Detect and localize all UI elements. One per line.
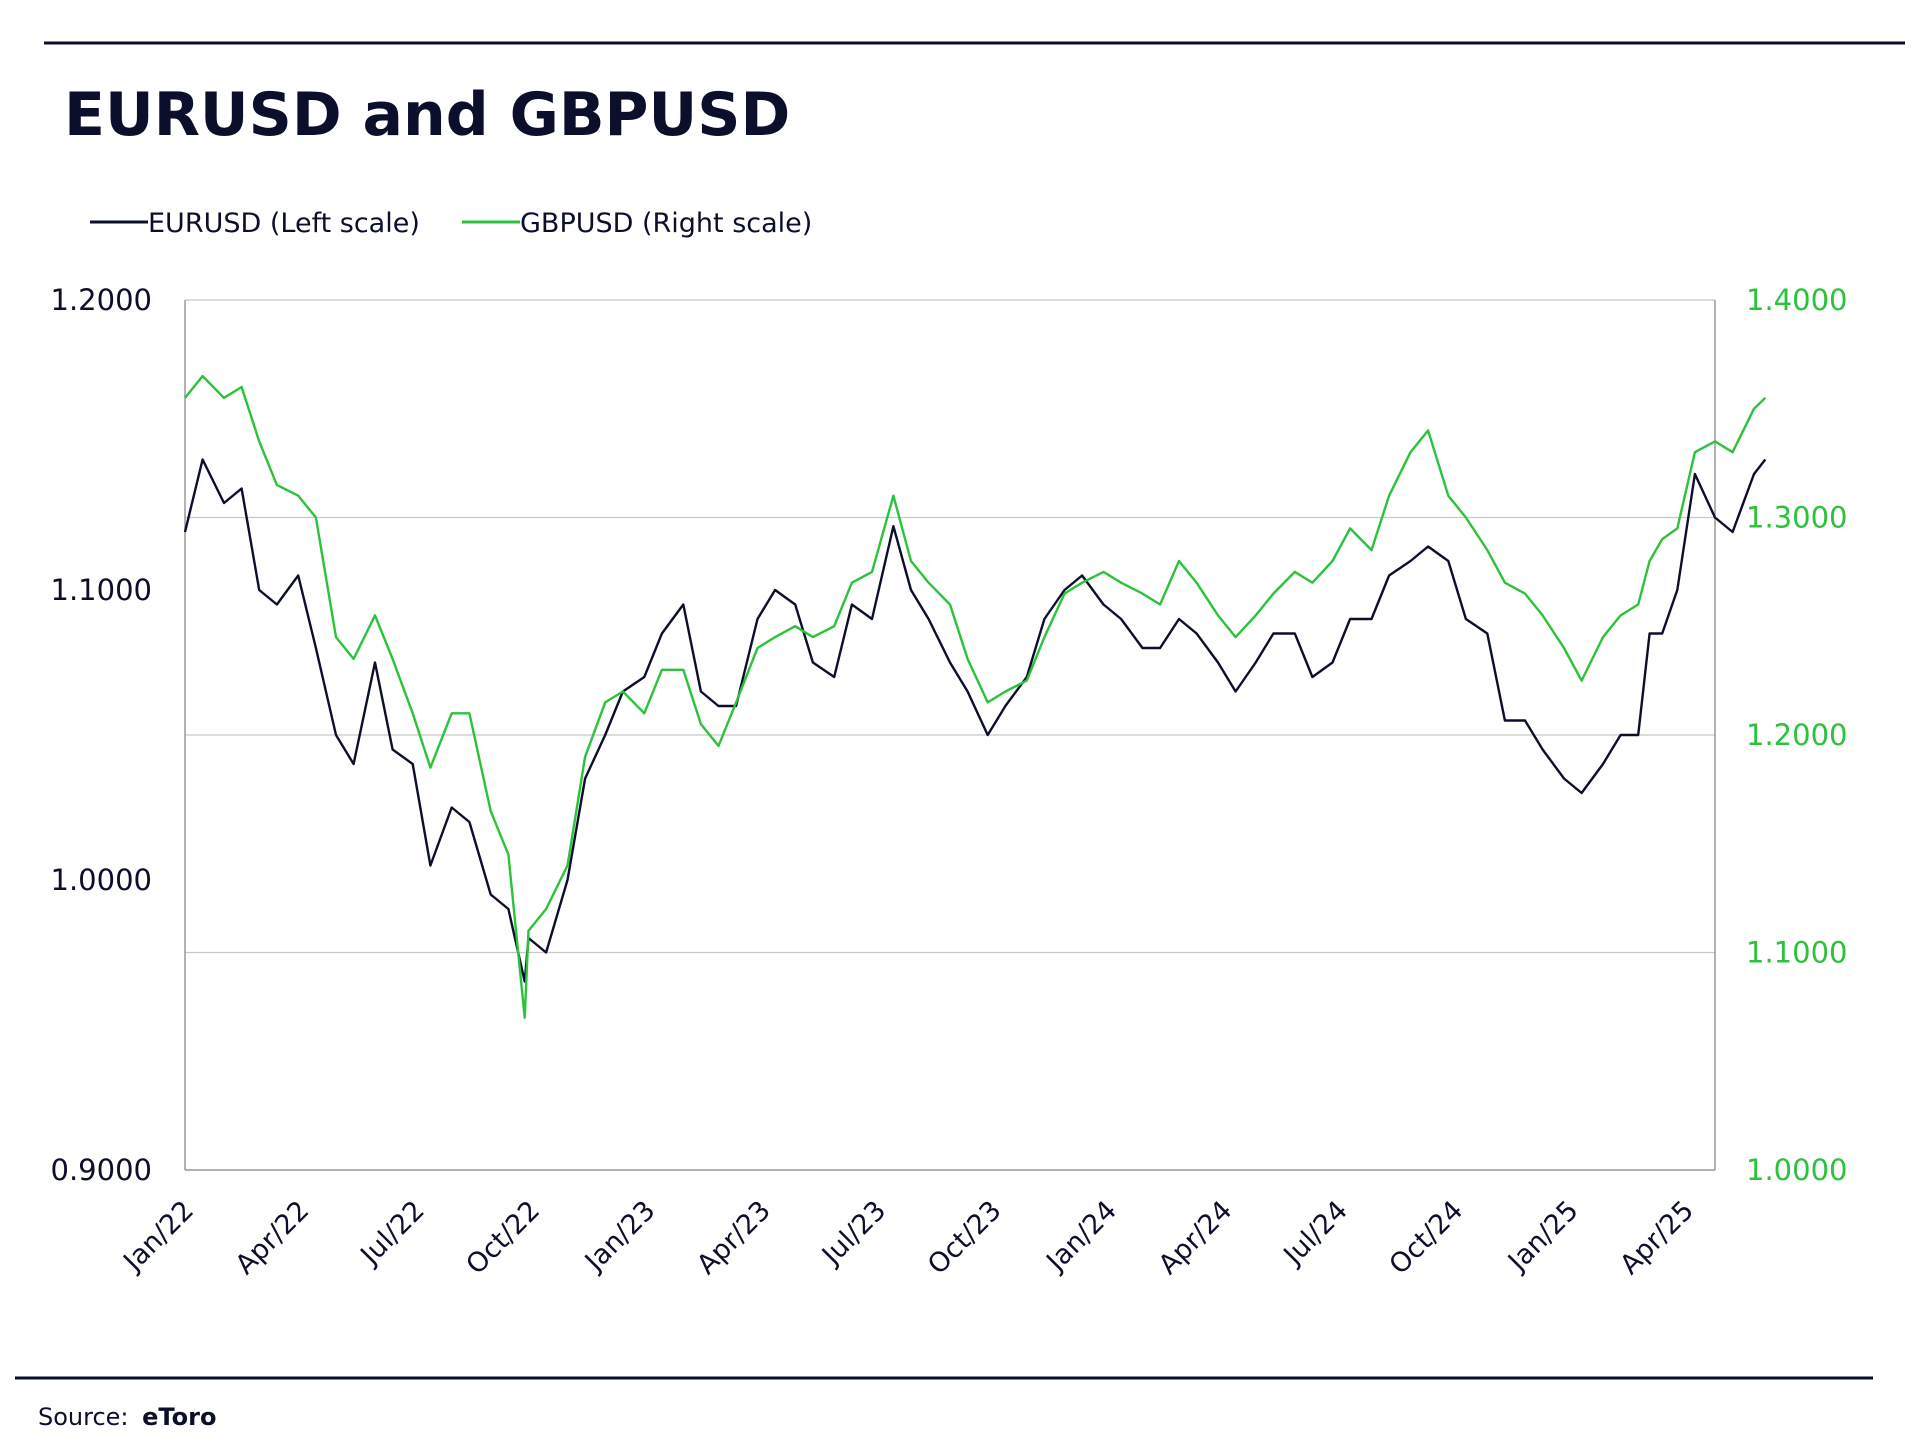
source-name: eToro [142, 1403, 216, 1431]
x-tick-label: Jul/24 [1277, 1195, 1354, 1272]
x-tick-label: Apr/22 [230, 1195, 316, 1281]
plot-area: 1.2000 1.1000 1.0000 0.9000 1.4000 1.3000 1.20… [51, 283, 1848, 1281]
x-tick-label: Jul/22 [354, 1195, 431, 1272]
y-right-tick-label: 1.0000 [1746, 1153, 1847, 1187]
source-note: Source: eToro [38, 1403, 216, 1431]
x-tick-label: Jan/23 [578, 1195, 661, 1278]
chart-title: EURUSD and GBPUSD [64, 80, 790, 150]
legend-label-gbpusd: GBPUSD (Right scale) [520, 208, 812, 239]
series-line-eurusd [183, 458, 1767, 983]
x-tick-label: Jan/24 [1040, 1195, 1123, 1278]
legend: EURUSD (Left scale) GBPUSD (Right scale) [90, 208, 812, 239]
x-tick-label: Apr/23 [691, 1195, 777, 1281]
y-left-tick-label: 0.9000 [51, 1153, 152, 1187]
y-left-tick-label: 1.1000 [51, 573, 152, 607]
y-right-tick-label: 1.3000 [1746, 501, 1847, 535]
legend-label-eurusd: EURUSD (Left scale) [148, 208, 420, 239]
x-tick-label: Oct/24 [1384, 1195, 1470, 1281]
x-tick-label: Oct/23 [922, 1195, 1008, 1281]
x-tick-label: Apr/24 [1153, 1195, 1239, 1281]
y-left-tick-label: 1.2000 [51, 283, 152, 317]
x-tick-label: Jan/25 [1501, 1195, 1584, 1278]
x-tick-label: Oct/22 [460, 1195, 546, 1281]
y-left-tick-label: 1.0000 [51, 863, 152, 897]
series-line-gbpusd [184, 374, 1767, 1019]
x-tick-label: Jul/23 [815, 1195, 892, 1272]
y-right-tick-label: 1.1000 [1746, 936, 1847, 970]
y-right-tick-label: 1.4000 [1746, 283, 1847, 317]
x-tick-label: Jan/22 [116, 1195, 199, 1278]
x-tick-label: Apr/25 [1614, 1195, 1700, 1281]
source-label: Source: [38, 1403, 129, 1431]
y-right-tick-label: 1.2000 [1746, 718, 1847, 752]
